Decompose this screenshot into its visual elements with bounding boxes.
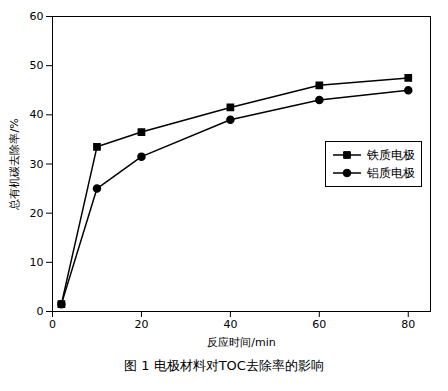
svg-text:30: 30: [30, 158, 44, 171]
svg-text:0: 0: [37, 305, 44, 318]
svg-text:10: 10: [30, 256, 44, 269]
html-text:铁质电极: 铁质电极: [367, 147, 415, 162]
html-text:图 1 电极材料对TOC去除率的影响: 图 1 电极材料对TOC去除率的影响: [124, 358, 324, 373]
svg-text:20: 20: [30, 207, 44, 220]
html-text:铝质电极: 铝质电极: [367, 165, 415, 180]
svg-text:0: 0: [49, 318, 56, 331]
svg-text:50: 50: [30, 59, 44, 72]
svg-text:60: 60: [312, 318, 326, 331]
svg-text:反应时间/min: 反应时间/min: [207, 336, 275, 349]
svg-text:80: 80: [401, 318, 415, 331]
svg-text:40: 40: [223, 318, 237, 331]
svg-text:60: 60: [30, 10, 44, 23]
svg-text:20: 20: [134, 318, 148, 331]
svg-text:总有机碳去除率/%: 总有机碳去除率/%: [8, 118, 21, 210]
svg-text:40: 40: [30, 108, 44, 121]
